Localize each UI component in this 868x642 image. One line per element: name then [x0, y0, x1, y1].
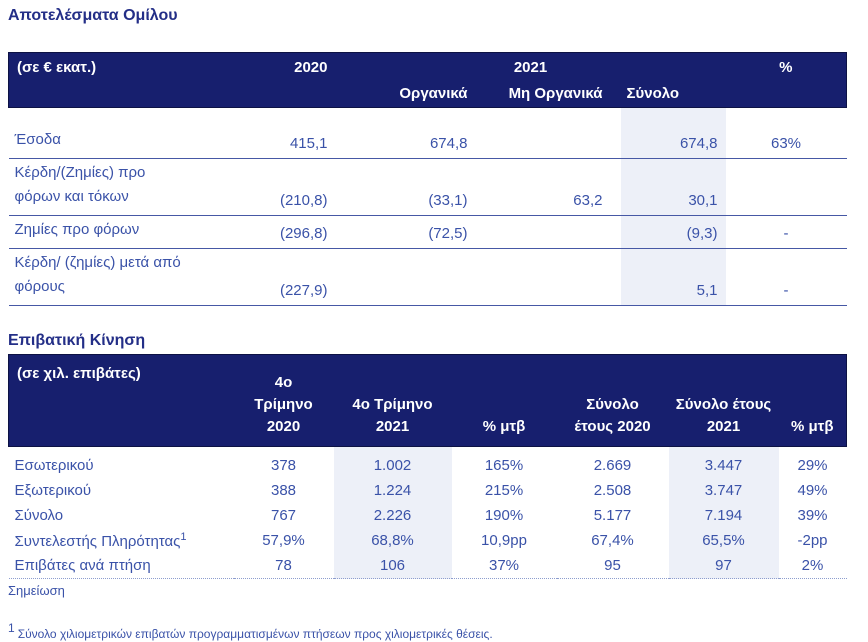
cell-pct-change-q4: 215%: [484, 482, 524, 499]
cell-non-organic: 63,2: [475, 158, 621, 216]
row-label: Εσωτερικού: [14, 457, 94, 474]
row-label: Έσοδα: [8, 124, 224, 159]
footnote-text: Σύνολο χιλιομετρικών επιβατών προγραμματ…: [17, 627, 493, 641]
cell-non-organic: [475, 124, 621, 159]
footnote-ref: 1: [180, 531, 187, 543]
col-header-2021: 2021: [335, 52, 726, 85]
cell-q4-2021: 2.226: [333, 503, 452, 528]
cell-q4-2020: 767: [270, 507, 297, 524]
results-section-title: Αποτελέσματα Ομίλου: [8, 7, 178, 24]
cell-pct-change-fy: 49%: [797, 482, 828, 499]
table-row-revenue: Έσοδα 415,1 674,8 674,8 63%: [8, 124, 847, 159]
cell-organic: (33,1): [335, 158, 476, 216]
cell-pct-change-fy: 39%: [797, 507, 828, 524]
table-row-passengers-per-flight: Επιβάτες ανά πτήση 78 106 37% 95 97 2%: [8, 553, 847, 579]
col-header-pct: %: [725, 52, 847, 108]
cell-pct: [725, 158, 847, 216]
unit-header: (σε χιλ. επιβάτες): [8, 354, 234, 447]
header-row-subcols: Οργανικά Μη Οργανικά Σύνολο: [9, 85, 847, 108]
cell-pct-change-fy: -2pp: [797, 532, 828, 549]
spacer-row: [9, 107, 847, 124]
header-row: (σε χιλ. επιβάτες) 4ο Τρίμηνο 2020 4ο Τρ…: [8, 354, 847, 447]
cell-total: 5,1: [620, 248, 726, 306]
row-label: Κέρδη/(Ζημίες) προ φόρων και τόκων: [8, 158, 224, 216]
col-header-pct-change-q4: % μτβ: [451, 354, 557, 447]
col-header-fy-2021: Σύνολο έτους 2021: [668, 354, 779, 447]
cell-organic: [335, 248, 476, 306]
col-header-q4-2021: 4ο Τρίμηνο 2021: [333, 354, 452, 447]
cell-pct-change-q4: 190%: [484, 507, 524, 524]
note-label: Σημείωση: [8, 583, 65, 598]
col-header-fy-2020: Σύνολο έτους 2020: [556, 354, 669, 447]
row-label: Επιβάτες ανά πτήση: [8, 553, 234, 579]
row-label: Κέρδη/ (ζημίες) μετά από φόρους: [8, 248, 224, 306]
cell-pct-change-q4: 37%: [451, 553, 557, 579]
cell-non-organic: [475, 215, 621, 249]
cell-organic: (72,5): [335, 215, 476, 249]
cell-2020: (210,8): [223, 158, 336, 216]
cell-fy-2020: 67,4%: [591, 532, 634, 549]
cell-fy-2020: 5.177: [593, 507, 632, 524]
unit-header: (σε € εκατ.): [8, 52, 224, 108]
row-label: Εξωτερικού: [14, 482, 92, 499]
spacer-row: [9, 446, 847, 453]
footnote-marker: 1: [8, 621, 15, 635]
cell-q4-2020: 388: [270, 482, 297, 499]
cell-q4-2021: 68,8%: [333, 528, 452, 553]
cell-q4-2021: 106: [333, 553, 452, 579]
cell-pct-change-q4: 10,9pp: [481, 532, 527, 549]
cell-pct: -: [725, 215, 847, 249]
col-header-non-organic: Μη Οργανικά: [475, 85, 621, 108]
cell-pct-change-fy: 2%: [778, 553, 847, 579]
cell-fy-2020: 95: [556, 553, 669, 579]
traffic-section-title: Επιβατική Κίνηση: [8, 332, 146, 349]
cell-fy-2021: 97: [668, 553, 779, 579]
cell-q4-2021: 1.002: [333, 453, 452, 478]
col-header-q4-2020: 4ο Τρίμηνο 2020: [233, 354, 334, 447]
table-row-losses-before-tax: Ζημίες προ φόρων (296,8) (72,5) (9,3) -: [8, 215, 847, 249]
table-row-total: Σύνολο 767 2.226 190% 5.177 7.194 39%: [9, 503, 847, 528]
cell-2020: 415,1: [223, 124, 336, 159]
cell-total: 674,8: [620, 124, 726, 159]
row-label: Συντελεστής Πληρότητας1: [14, 531, 187, 550]
traffic-table-header: (σε χιλ. επιβάτες) 4ο Τρίμηνο 2020 4ο Τρ…: [8, 354, 847, 447]
cell-fy-2021: 7.194: [668, 503, 779, 528]
cell-pct: -: [725, 248, 847, 306]
cell-total: (9,3): [620, 215, 726, 249]
cell-pct: 63%: [725, 124, 847, 159]
cell-q4-2020: 57,9%: [262, 532, 305, 549]
col-header-pct-change-fy: % μτβ: [778, 354, 847, 447]
cell-fy-2021: 3.747: [668, 478, 779, 503]
table-row-load-factor: Συντελεστής Πληρότητας1 57,9% 68,8% 10,9…: [9, 528, 847, 553]
cell-fy-2021: 3.447: [668, 453, 779, 478]
cell-fy-2020: 2.508: [593, 482, 632, 499]
row-label: Σύνολο: [14, 507, 64, 524]
cell-fy-2021: 65,5%: [668, 528, 779, 553]
col-header-organic: Οργανικά: [335, 85, 476, 108]
table-row-international: Εξωτερικού 388 1.224 215% 2.508 3.747 49…: [9, 478, 847, 503]
row-label: Ζημίες προ φόρων: [8, 215, 224, 249]
cell-q4-2020: 78: [233, 553, 334, 579]
cell-pct-change-q4: 165%: [484, 457, 524, 474]
table-row-domestic: Εσωτερικού 378 1.002 165% 2.669 3.447 29…: [9, 453, 847, 478]
col-header-total: Σύνολο: [620, 85, 726, 108]
col-header-2020: 2020: [223, 52, 336, 108]
cell-q4-2020: 378: [270, 457, 297, 474]
passenger-traffic-table: (σε χιλ. επιβάτες) 4ο Τρίμηνο 2020 4ο Τρ…: [8, 354, 847, 579]
results-table-header: (σε € εκατ.) 2020 2021 % Οργανικά Μη Οργ…: [8, 52, 847, 108]
cell-non-organic: [475, 248, 621, 306]
cell-total: 30,1: [620, 158, 726, 216]
report-page: Αποτελέσματα Ομίλου (σε € εκατ.) 2020 20…: [8, 7, 847, 642]
table-row-profit-after-tax: Κέρδη/ (ζημίες) μετά από φόρους (227,9) …: [8, 248, 847, 306]
cell-fy-2020: 2.669: [593, 457, 632, 474]
group-results-table: (σε € εκατ.) 2020 2021 % Οργανικά Μη Οργ…: [8, 52, 847, 306]
cell-organic: 674,8: [335, 124, 476, 159]
cell-pct-change-fy: 29%: [797, 457, 828, 474]
cell-2020: (227,9): [223, 248, 336, 306]
cell-q4-2021: 1.224: [333, 478, 452, 503]
table-row-ebit: Κέρδη/(Ζημίες) προ φόρων και τόκων (210,…: [8, 158, 847, 216]
header-row-years: (σε € εκατ.) 2020 2021 %: [8, 52, 847, 108]
footnote: 1 Σύνολο χιλιομετρικών επιβατών προγραμμα…: [8, 621, 846, 642]
cell-2020: (296,8): [223, 215, 336, 249]
